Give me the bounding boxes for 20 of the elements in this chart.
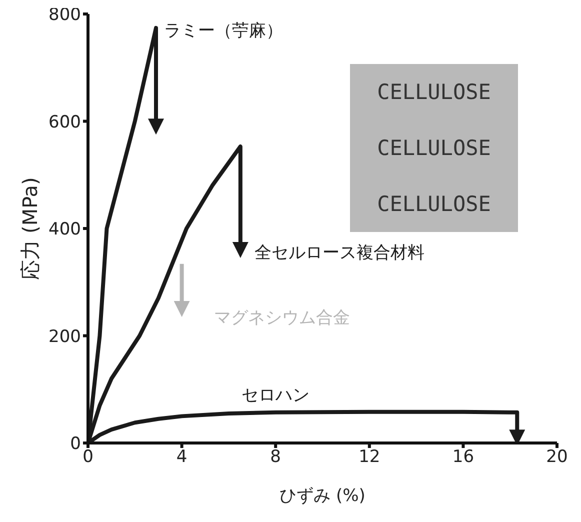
x-tick-label: 12 [358,447,380,468]
y-tick-label: 400 [48,220,81,240]
series-label: ラミー（苧麻） [164,20,284,41]
y-tick-label: 0 [70,434,81,454]
annotation: CELLULOSE [377,80,491,104]
series-label: 全セルロース複合材料 [254,242,424,263]
annotation: CELLULOSE [377,192,491,216]
series-label: セロハン [242,385,310,406]
y-axis-title: 応力 (MPa) [18,177,42,280]
annotation: CELLULOSE [377,136,491,160]
series-label: マグネシウム合金 [214,308,350,328]
y-tick-label: 200 [48,326,81,347]
y-tick-label: 600 [48,112,81,132]
x-tick-label: 16 [452,447,474,468]
x-tick-label: 4 [176,447,188,468]
x-tick-label: 20 [546,447,568,468]
x-tick-label: 0 [82,447,94,468]
film-sample-picture: CELLULOSE CELLULOSE CELLULOSE [350,64,518,232]
x-axis-title: ひずみ (%) [280,486,366,506]
x-tick-label: 8 [270,447,282,468]
